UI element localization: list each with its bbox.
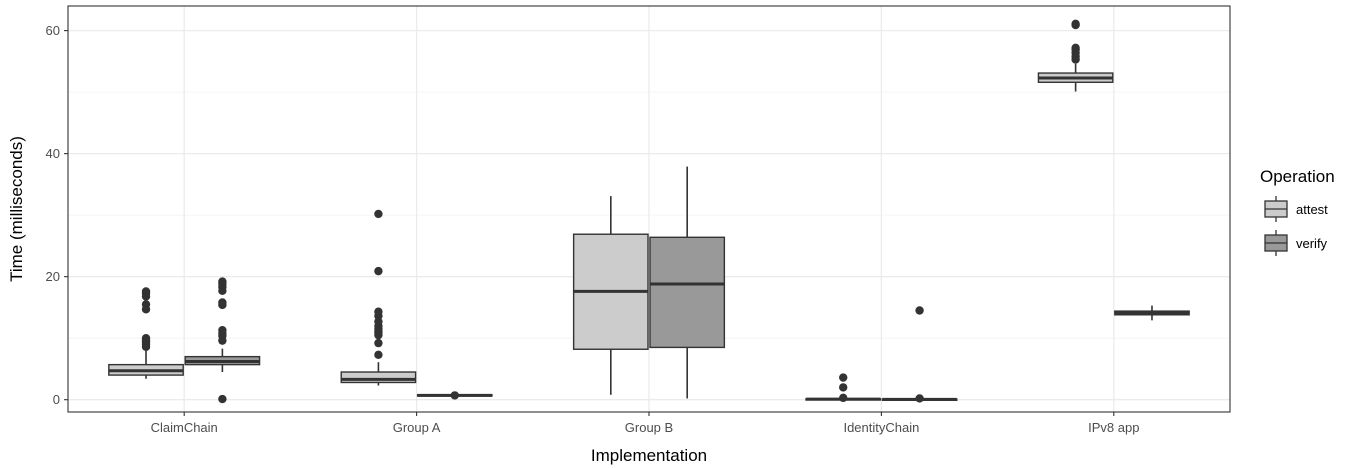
legend-label: attest [1296,202,1328,217]
legend-label: verify [1296,236,1328,251]
outlier-point [218,394,227,404]
x-axis-title: Implementation [591,446,707,465]
x-tick-label: IPv8 app [1088,420,1139,435]
box-attest-0 [108,287,184,379]
box-verify-1 [416,391,493,400]
outlier-point [374,350,383,359]
outlier-point [915,306,924,315]
box-attest-1 [340,209,417,386]
x-tick-label: IdentityChain [843,420,919,435]
box-verify-3 [881,306,958,403]
legend-title: Operation [1260,167,1335,186]
x-tick-label: Group A [393,420,441,435]
outlier-point [218,277,227,286]
x-axis: ClaimChain Group A Group B IdentityChain IPv… [151,412,1139,435]
outlier-point [218,298,227,307]
x-tick-label: ClaimChain [151,420,218,435]
outlier-point [141,300,151,309]
outlier-point [839,373,848,382]
outlier-point [839,393,848,403]
y-axis-title: Time (milliseconds) [7,136,26,282]
box-groups [108,19,1190,404]
y-tick-label: 20 [46,269,60,284]
outlier-point [141,287,151,296]
box-attest-2 [572,196,649,395]
box-verify-4 [1114,305,1190,321]
outlier-point [1071,43,1080,53]
grid-lines [68,6,1230,412]
outlier-point [141,333,151,343]
box-verify-0 [184,277,261,404]
outlier-point [374,209,383,219]
outlier-point [839,383,848,392]
legend: Operation attest verify [1260,167,1335,256]
y-tick-label: 60 [46,23,60,38]
legend-entry-attest: attest [1264,196,1328,222]
outlier-point [374,266,383,276]
box-iqr [649,236,726,349]
y-tick-label: 0 [53,392,60,407]
box-attest-4 [1037,19,1114,92]
outlier-point [1071,19,1080,29]
box-attest-3 [805,373,882,403]
y-tick-label: 40 [46,146,60,161]
outlier-point [218,325,227,335]
legend-entry-verify: verify [1264,230,1328,256]
outlier-point [915,394,924,403]
outlier-point [374,307,383,316]
x-tick-label: Group B [625,420,673,435]
box-verify-2 [649,166,726,399]
y-axis: 0 20 40 60 [46,23,68,407]
outlier-point [374,338,383,348]
outlier-point [450,391,459,400]
box-iqr [340,371,417,384]
